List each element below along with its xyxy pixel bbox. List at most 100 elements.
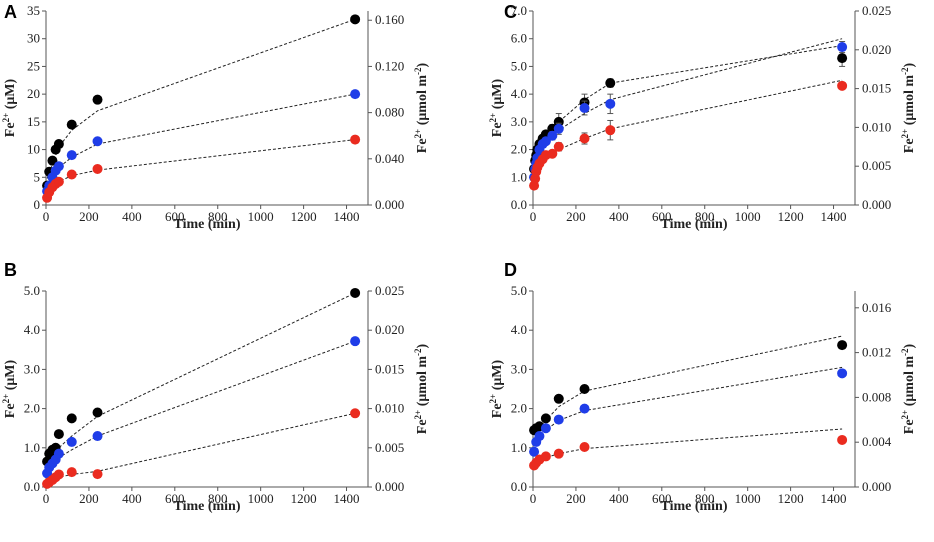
fit-line-blue: [46, 340, 356, 476]
data-point-black: [92, 94, 103, 105]
x-axis-title: Time (min): [660, 217, 727, 232]
y-right-tick-label: 0.010: [862, 119, 891, 134]
data-point-blue: [350, 336, 361, 347]
y-left-tick-label: 20: [27, 86, 40, 101]
x-tick-label: 600: [165, 491, 185, 506]
data-point-red: [540, 451, 551, 462]
data-point-black: [837, 340, 848, 351]
y-left-tick-label: 4.0: [24, 322, 40, 337]
x-tick-label: 600: [652, 209, 672, 224]
x-tick-label: 600: [652, 491, 672, 506]
data-point-blue: [837, 42, 848, 53]
chart-panel-a: A 0 200 400 600 800 1000 1200 1400 0 5 10 15 20 25 30 35…: [1, 2, 430, 232]
y-left-axis-title: Fe2+ (μM): [488, 359, 505, 418]
data-point-blue: [53, 448, 64, 459]
y-right-axis-title: Fe2+ (μmol m-2): [413, 343, 430, 434]
y-left-tick-label: 6.0: [511, 31, 527, 46]
y-right-tick-label: 0.015: [375, 361, 404, 376]
y-right-tick-label: 0.005: [375, 440, 404, 455]
y-left-tick-label: 2.0: [511, 401, 527, 416]
data-point-blue: [534, 431, 545, 442]
x-tick-label: 400: [609, 491, 629, 506]
x-tick-label: 400: [122, 209, 142, 224]
y-left-tick-label: 7.0: [511, 3, 527, 18]
data-point-red: [53, 469, 64, 480]
y-left-tick-label: 2.0: [511, 142, 527, 157]
data-point-red: [92, 163, 103, 174]
data-point-red: [350, 408, 361, 419]
y-left-tick-label: 10: [27, 142, 40, 157]
data-point-blue: [350, 89, 361, 100]
data-point-blue: [529, 446, 540, 457]
data-point-red: [92, 469, 103, 480]
panel-letter: D: [504, 260, 517, 280]
data-point-black: [540, 413, 551, 424]
data-point-black: [553, 393, 564, 404]
data-point-blue: [66, 150, 77, 161]
data-point-red: [579, 133, 590, 144]
y-left-tick-label: 5.0: [511, 58, 527, 73]
x-axis-title: Time (min): [173, 217, 240, 232]
data-point-blue: [92, 136, 103, 147]
panel-letter: B: [4, 260, 17, 280]
y-left-tick-label: 1.0: [511, 440, 527, 455]
y-left-tick-label: 4.0: [511, 322, 527, 337]
fit-line-red: [533, 79, 843, 184]
x-tick-label: 0: [43, 491, 50, 506]
data-point-red: [553, 448, 564, 459]
x-tick-label: 800: [208, 209, 228, 224]
x-tick-label: 1400: [334, 209, 360, 224]
data-point-blue: [553, 123, 564, 134]
x-tick-label: 1200: [291, 491, 317, 506]
x-tick-label: 1000: [248, 209, 274, 224]
data-point-black: [92, 407, 103, 418]
data-point-blue: [553, 414, 564, 425]
y-left-tick-label: 30: [27, 31, 40, 46]
data-point-black: [66, 119, 77, 130]
y-left-tick-label: 1.0: [511, 169, 527, 184]
data-point-black: [350, 14, 361, 25]
panel-letter: C: [504, 2, 517, 22]
data-point-red: [553, 141, 564, 152]
x-tick-label: 400: [609, 209, 629, 224]
y-right-tick-label: 0.000: [862, 479, 891, 494]
x-tick-label: 0: [43, 209, 50, 224]
fit-line-black: [533, 45, 843, 170]
y-left-axis-title: Fe2+ (μM): [1, 359, 18, 418]
data-point-blue: [579, 403, 590, 414]
data-point-red: [547, 148, 558, 159]
chart-panel-d: D 0 200 400 600 800 1000 1200 1400 0.0 1.0 2.0 3.0 4.…: [488, 260, 917, 514]
y-left-tick-label: 3.0: [511, 114, 527, 129]
fit-line-black: [46, 292, 356, 464]
data-point-black: [605, 78, 616, 89]
y-left-tick-label: 3.0: [511, 361, 527, 376]
y-left-tick-label: 5.0: [511, 283, 527, 298]
data-point-black: [579, 384, 590, 394]
y-right-tick-label: 0.005: [862, 158, 891, 173]
x-tick-label: 1000: [735, 491, 761, 506]
data-point-black: [350, 287, 361, 298]
y-right-tick-label: 0.015: [862, 81, 891, 96]
y-left-tick-label: 0.0: [511, 479, 527, 494]
data-point-blue: [540, 423, 551, 434]
y-right-tick-label: 0.020: [862, 42, 891, 57]
x-axis-title: Time (min): [660, 499, 727, 514]
x-tick-label: 1400: [334, 491, 360, 506]
x-tick-label: 800: [208, 491, 228, 506]
fit-line-black: [533, 335, 843, 433]
x-axis-title: Time (min): [173, 499, 240, 514]
x-tick-label: 200: [79, 209, 99, 224]
y-left-tick-label: 35: [27, 3, 40, 18]
x-tick-label: 1400: [821, 209, 847, 224]
x-tick-label: 1000: [248, 491, 274, 506]
y-right-tick-label: 0.010: [375, 401, 404, 416]
data-point-red: [605, 125, 616, 136]
x-tick-label: 800: [695, 209, 715, 224]
y-left-axis-title: Fe2+ (μM): [1, 78, 18, 137]
data-point-black: [53, 429, 64, 440]
y-right-tick-label: 0.025: [862, 3, 891, 18]
chart-panel-b: B 0 200 400 600 800 1000 1200 1400 0.0 1.0 2.0 3.0 4.…: [1, 260, 430, 514]
y-right-axis-title: Fe2+ (μmol m-2): [900, 62, 917, 153]
data-point-black: [66, 413, 77, 424]
x-tick-label: 800: [695, 491, 715, 506]
